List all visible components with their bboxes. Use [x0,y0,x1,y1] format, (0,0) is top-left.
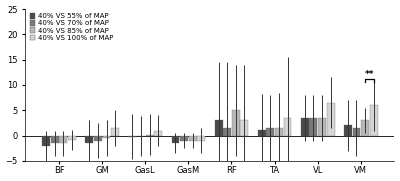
Bar [223,128,231,136]
Bar [146,134,154,136]
Bar [370,105,378,136]
Bar [111,128,119,136]
Bar [232,110,240,136]
Bar [258,130,266,136]
Bar [310,118,317,136]
Bar [68,136,76,140]
Bar [60,136,67,143]
Bar [327,103,334,136]
Bar [240,120,248,136]
Bar [214,120,222,136]
Bar [301,118,309,136]
Bar [344,125,352,136]
Bar [42,136,50,146]
Bar [352,128,360,136]
Bar [154,131,162,136]
Bar [275,128,283,136]
Bar [197,136,205,141]
Bar [51,136,59,143]
Bar [85,136,93,143]
Bar [266,128,274,136]
Bar [189,136,197,141]
Bar [180,136,188,141]
Bar [361,120,369,136]
Bar [284,118,292,136]
Bar [94,136,102,141]
Bar [172,136,180,143]
Text: **: ** [365,70,374,79]
Bar [102,136,110,138]
Legend: 40% VS 55% of MAP, 40% VS 70% of MAP, 40% VS 85% of MAP, 40% VS 100% of MAP: 40% VS 55% of MAP, 40% VS 70% of MAP, 40… [29,12,114,41]
Bar [318,118,326,136]
Bar [128,136,136,137]
